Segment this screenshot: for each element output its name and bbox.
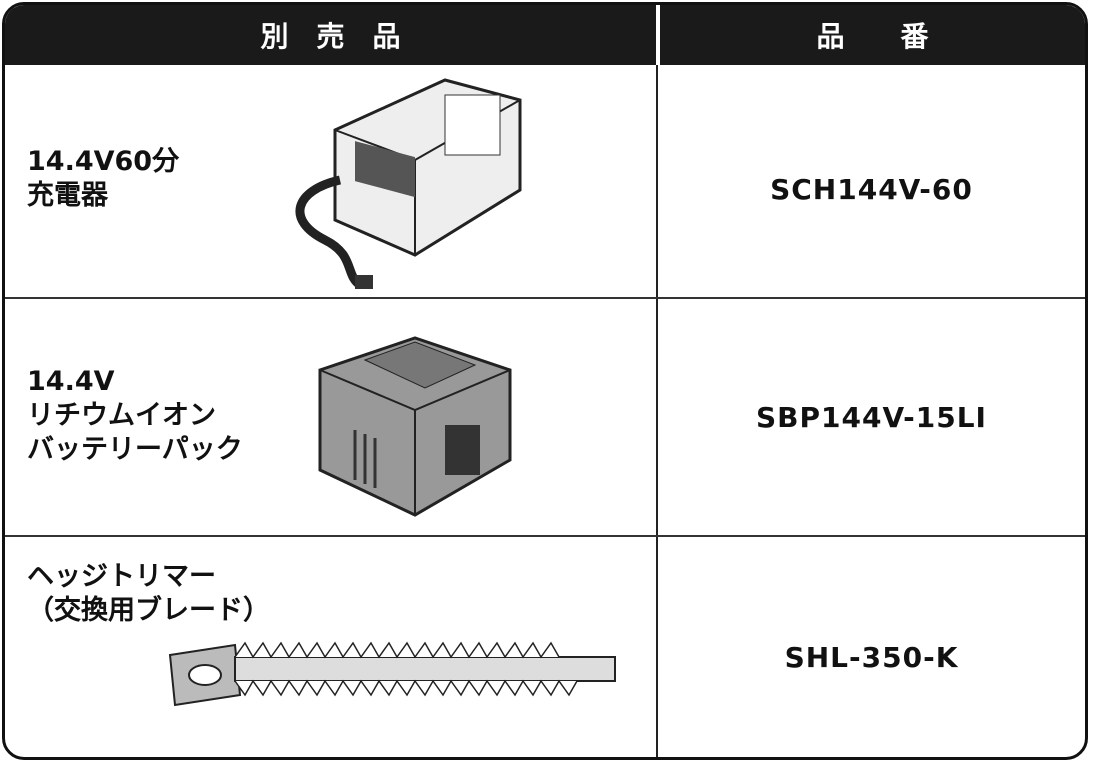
part-number: SBP144V-15LI <box>756 401 987 434</box>
blade-illustration <box>168 641 616 707</box>
name-line: リチウムイオン <box>27 400 216 431</box>
part-number: SHL-350-K <box>784 641 959 674</box>
item-name: 14.4V60分 充電器 <box>27 145 179 213</box>
name-line: 14.4V60分 <box>27 146 180 177</box>
name-line: バッテリーパック <box>27 434 243 465</box>
battery-illustration <box>318 336 512 517</box>
name-line: 14.4V <box>27 366 115 397</box>
header-cell: 品 番 <box>658 5 1085 65</box>
name-line: ヘッジトリマー <box>27 561 216 592</box>
part-number: SCH144V-60 <box>770 173 973 206</box>
name-line: （交換用ブレード） <box>27 595 270 626</box>
column-divider <box>656 65 658 757</box>
header-text: 品 番 <box>816 20 929 53</box>
row-divider <box>5 297 1085 299</box>
name-line: 充電器 <box>27 180 108 211</box>
header-text: 別 売 品 <box>260 20 401 53</box>
charger-illustration <box>295 78 522 289</box>
item-name: 14.4V リチウムイオン バッテリーパック <box>27 365 243 467</box>
item-name: ヘッジトリマー （交換用ブレード） <box>27 560 270 628</box>
row-divider <box>5 535 1085 537</box>
header-cell: 別 売 品 <box>5 5 656 65</box>
